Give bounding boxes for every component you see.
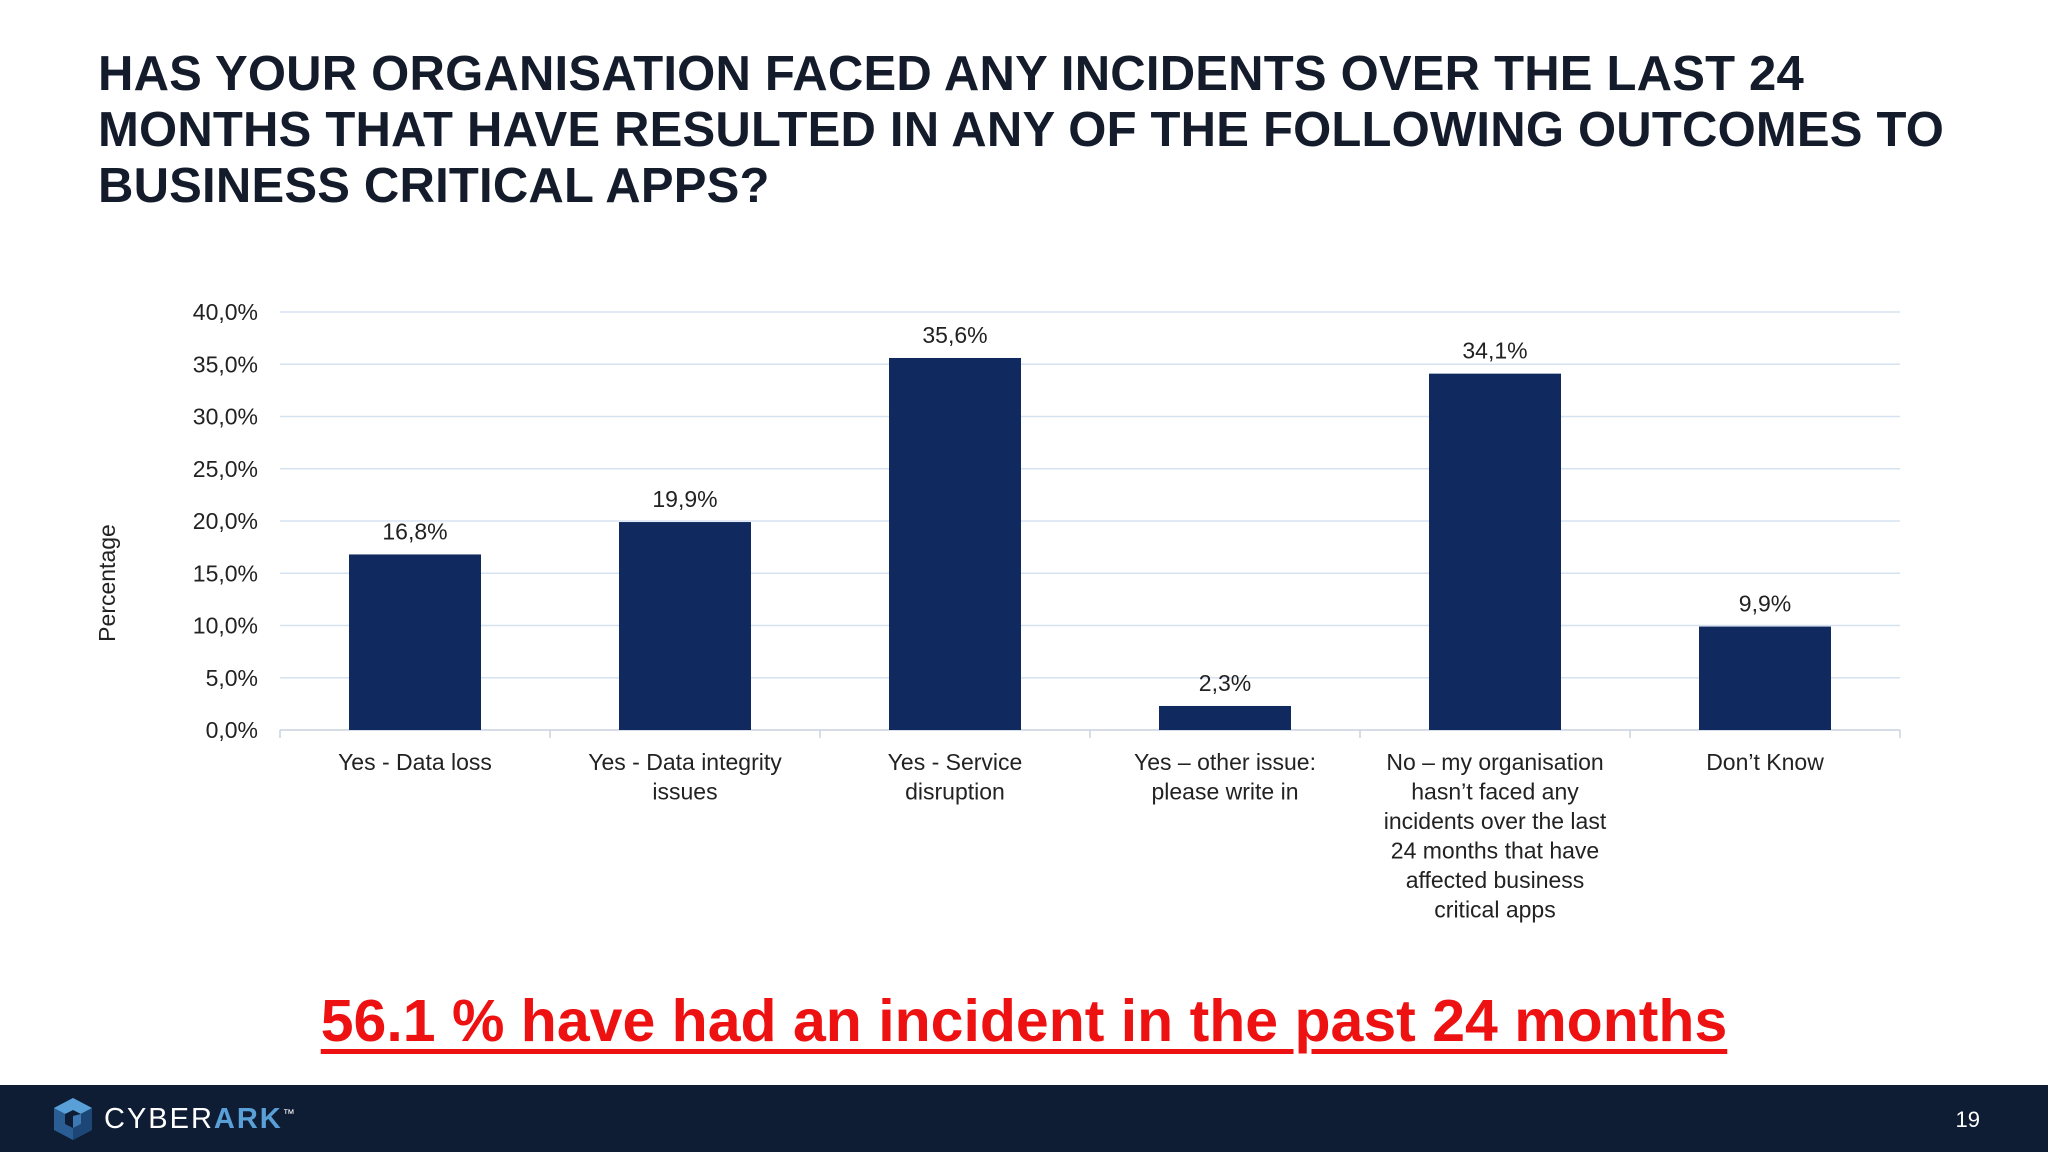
y-axis-ticks: 0,0% 5,0% 10,0% 15,0% 20,0% 25,0% 30,0% 35,0% 40… [193,299,258,743]
x-tick-label: Yes - Service disruption [888,749,1023,805]
bar-chart: 0,0% 5,0% 10,0% 15,0% 20,0% 25,0% 30,0% 35,0% 40… [94,299,1901,923]
footer-bar: CYBERARK™ 19 [0,1085,2048,1152]
bar [1159,705,1291,730]
logo-text-cyber: CYBER [104,1102,214,1135]
x-tick-label: Yes - Data integrity issues [588,749,782,805]
headline-statement: 56.1 % have had an incident in the past … [320,988,1728,1054]
y-tick-label: 10,0% [193,613,258,639]
value-label: 35,6% [922,322,987,348]
y-tick-label: 40,0% [193,299,258,325]
value-label: 34,1% [1462,338,1527,364]
cyberark-logo: CYBERARK™ [52,1095,297,1143]
cyberark-cube-icon [54,1098,92,1140]
x-tick-label: Don’t Know [1706,749,1824,775]
y-tick-label: 30,0% [193,404,258,430]
y-tick-label: 25,0% [193,456,258,482]
slide-title: HAS YOUR ORGANISATION FACED ANY INCIDENT… [98,47,1945,213]
value-label: 19,9% [652,486,717,512]
bar [889,357,1021,730]
bars [349,357,1831,730]
bar [1699,626,1831,730]
bar [349,554,481,730]
page-number: 19 [1955,1107,1980,1132]
y-axis-label: Percentage [94,524,120,642]
value-labels: 16,8% 19,9% 35,6% 2,3% 34,1% 9,9% [382,322,1791,696]
value-label: 16,8% [382,518,447,544]
y-tick-label: 0,0% [206,717,258,743]
logo-trademark: ™ [282,1105,297,1120]
x-axis-labels: Yes - Data loss Yes - Data integrity issue… [338,749,1824,923]
bar [1429,373,1561,730]
value-label: 9,9% [1739,591,1791,617]
bar [619,522,751,730]
value-label: 2,3% [1199,670,1251,696]
y-tick-label: 35,0% [193,351,258,377]
cyberark-logo-text: CYBERARK™ [104,1103,297,1136]
x-tick-label: Yes – other issue: please write in [1134,749,1316,805]
grid-lines [279,311,1901,738]
y-tick-label: 20,0% [193,508,258,534]
y-tick-label: 5,0% [206,665,258,691]
logo-text-ark: ARK [213,1102,283,1135]
y-tick-label: 15,0% [193,560,258,586]
x-tick-label: No – my organisation hasn’t faced any inci… [1384,749,1607,923]
x-tick-label: Yes - Data loss [338,749,492,775]
